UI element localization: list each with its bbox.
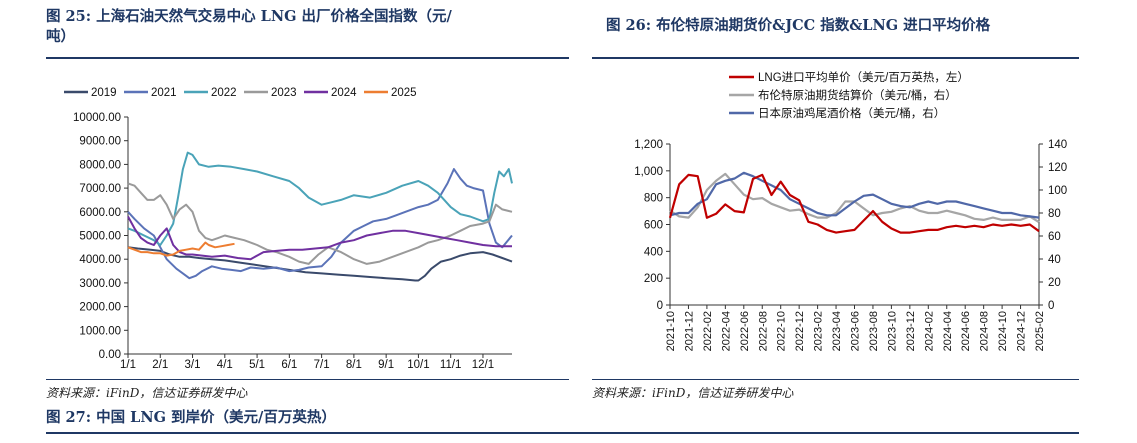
fig26-chart: LNG进口平均单价（美元/百万英热，左） 布伦特原油期货结算价（美元/桶，右） 日本…: [634, 70, 1067, 351]
fig26-x-tick-label: 2023-06: [850, 311, 862, 351]
fig25-legend-label: 2023: [271, 87, 297, 99]
fig26-x-tick-label: 2024-06: [960, 311, 972, 351]
fig26-y-left-tick-label: 1,000: [634, 166, 663, 178]
fig25-series-line: [127, 216, 512, 261]
fig26-x-tick-label: 2022-10: [776, 311, 788, 351]
fig26-x-tick-label: 2025-02: [1034, 311, 1046, 351]
fig25-x-tick-label: 3/1: [185, 359, 201, 371]
fig26-y-right-tick-label: 100: [1048, 185, 1067, 197]
fig26-x-tick-label: 2024-02: [923, 311, 935, 351]
fig26-x-axis: 2021-10 2021-12 2022-02 2022-04 2022-06 2022-…: [665, 304, 1046, 351]
fig26-x-tick-label: 2024-04: [942, 311, 954, 351]
fig26-y-axis-right: 0 20 40 60 80 100 120 140: [1038, 139, 1067, 312]
fig25-title: 图 25: 上海石油天然气交易中心 LNG 出厂价格全国指数（元/ 吨）: [46, 7, 576, 47]
fig25-y-tick-label: 7000.00: [79, 183, 121, 195]
fig25-x-tick-label: 9/1: [378, 359, 394, 371]
fig26-x-tick-label: 2024-12: [1016, 311, 1028, 351]
fig26-y-left-tick-label: 200: [644, 273, 663, 285]
fig26-x-tick-label: 2022-12: [794, 311, 806, 351]
fig25-y-tick-label: 10000.00: [73, 112, 121, 124]
fig26-x-tick-label: 2022-06: [739, 311, 751, 351]
fig25-legend: 2019 2021 2022 2023 2024 2025: [64, 87, 417, 99]
fig25-x-tick-label: 10/1: [407, 359, 429, 371]
fig25-x-tick-label: 12/1: [472, 359, 494, 371]
fig26-legend-label: 日本原油鸡尾酒价格（美元/桶，右）: [758, 106, 945, 120]
fig26-title: 图 26: 布伦特原油期货价&JCC 指数&LNG 进口平均价格: [606, 17, 991, 34]
fig26-x-tick-label: 2021-10: [665, 311, 677, 351]
fig25-legend-label: 2021: [151, 87, 177, 99]
fig25-x-tick-label: 1/1: [120, 359, 136, 371]
fig26-source: 资料来源：iFinD，信达证券研发中心: [592, 386, 794, 400]
fig26-y-right-tick-label: 120: [1048, 162, 1067, 174]
fig25-source: 资料来源：iFinD，信达证券研发中心: [46, 386, 248, 400]
fig26-y-right-tick-label: 80: [1048, 208, 1061, 220]
fig26-legend: LNG进口平均单价（美元/百万英热，左） 布伦特原油期货结算价（美元/桶，右） 日本…: [729, 70, 969, 120]
fig26-x-tick-label: 2022-02: [702, 311, 714, 351]
fig26-y-left-tick-label: 800: [644, 193, 663, 205]
fig25-legend-label: 2022: [211, 87, 237, 99]
fig25-series-line: [127, 246, 513, 282]
fig25-source-rule: [46, 379, 569, 380]
fig25-legend-label: 2025: [391, 87, 417, 99]
fig26-y-right-tick-label: 0: [1048, 300, 1054, 312]
fig25-y-axis: 0.00 1000.00 2000.00 3000.00 4000.00 5000.00 6…: [73, 112, 129, 361]
fig25-y-tick-label: 2000.00: [79, 302, 121, 314]
fig25-y-tick-label: 3000.00: [79, 278, 121, 290]
fig25-y-tick-label: 1000.00: [79, 325, 121, 337]
fig25-y-tick-label: 8000.00: [79, 159, 121, 171]
fig26-source-rule: [592, 379, 1079, 380]
fig26-x-tick-label: 2024-08: [979, 311, 991, 351]
fig26-series-group: [668, 171, 1040, 234]
fig25-series-line: [127, 241, 235, 257]
fig26-series-line: [669, 171, 1040, 219]
fig26-x-tick-label: 2024-10: [997, 311, 1009, 351]
fig26-legend-label: 布伦特原油期货结算价（美元/桶，右）: [758, 88, 957, 102]
fig26-y-right-tick-label: 20: [1048, 277, 1061, 289]
fig25-title-line1: 图 25: 上海石油天然气交易中心 LNG 出厂价格全国指数（元/: [46, 8, 452, 25]
fig26-x-tick-label: 2021-12: [683, 311, 695, 351]
fig25-x-axis: 1/1 2/1 3/1 4/1 5/1 6/1 7/1 8/1 9/1 10/1 11/1 12/1: [120, 353, 512, 371]
fig26-x-tick-label: 2023-08: [868, 311, 880, 351]
fig26-y-left-tick-label: 600: [644, 220, 663, 232]
fig25-x-tick-label: 5/1: [249, 359, 265, 371]
fig26-y-right-tick-label: 40: [1048, 254, 1061, 266]
fig26-x-tick-label: 2023-10: [886, 311, 898, 351]
fig26-x-tick-label: 2023-02: [813, 311, 825, 351]
fig25-title-rule: [46, 57, 569, 59]
fig26-legend-label: LNG进口平均单价（美元/百万英热，左）: [758, 70, 969, 84]
fig26-x-tick-label: 2022-08: [757, 311, 769, 351]
fig25-x-tick-label: 6/1: [281, 359, 297, 371]
fig25-title-line2: 吨）: [46, 28, 75, 45]
fig25-chart: 2019 2021 2022 2023 2024 2025 0.00 1000.00 2000…: [64, 87, 513, 371]
fig25-legend-label: 2019: [91, 87, 117, 99]
fig25-series-line: [127, 182, 513, 265]
fig25-y-tick-label: 4000.00: [79, 254, 121, 266]
fig25-series-line: [127, 168, 513, 280]
fig25-series-group: [127, 151, 513, 282]
fig25-series-line: [127, 151, 513, 246]
fig26-x-tick-label: 2022-04: [720, 311, 732, 351]
fig25-y-tick-label: 9000.00: [79, 136, 121, 148]
fig26-y-axis-left: 0 200 400 600 800 1,000 1,200: [634, 139, 671, 312]
fig25-x-tick-label: 7/1: [314, 359, 330, 371]
fig25-x-tick-label: 4/1: [217, 359, 233, 371]
fig26-x-tick-label: 2023-12: [905, 311, 917, 351]
fig27-title: 图 27: 中国 LNG 到岸价（美元/百万英热）: [46, 409, 336, 426]
fig25-legend-label: 2024: [331, 87, 357, 99]
fig25-x-tick-label: 11/1: [440, 359, 462, 371]
fig26-series-line: [668, 173, 1040, 234]
fig25-y-tick-label: 6000.00: [79, 207, 121, 219]
fig26-y-left-tick-label: 400: [644, 246, 663, 258]
fig25-y-tick-label: 0.00: [99, 349, 121, 361]
fig26-title-rule: [592, 57, 1079, 59]
fig26-y-right-tick-label: 140: [1048, 139, 1067, 151]
fig27-title-rule: [46, 432, 1079, 434]
fig26-y-left-tick-label: 1,200: [634, 139, 663, 151]
fig26-y-left-tick-label: 0: [657, 300, 663, 312]
fig25-x-tick-label: 8/1: [346, 359, 362, 371]
fig26-y-right-tick-label: 60: [1048, 231, 1061, 243]
fig25-y-tick-label: 5000.00: [79, 231, 121, 243]
fig25-x-tick-label: 2/1: [152, 359, 168, 371]
fig26-x-tick-label: 2023-04: [831, 311, 843, 351]
